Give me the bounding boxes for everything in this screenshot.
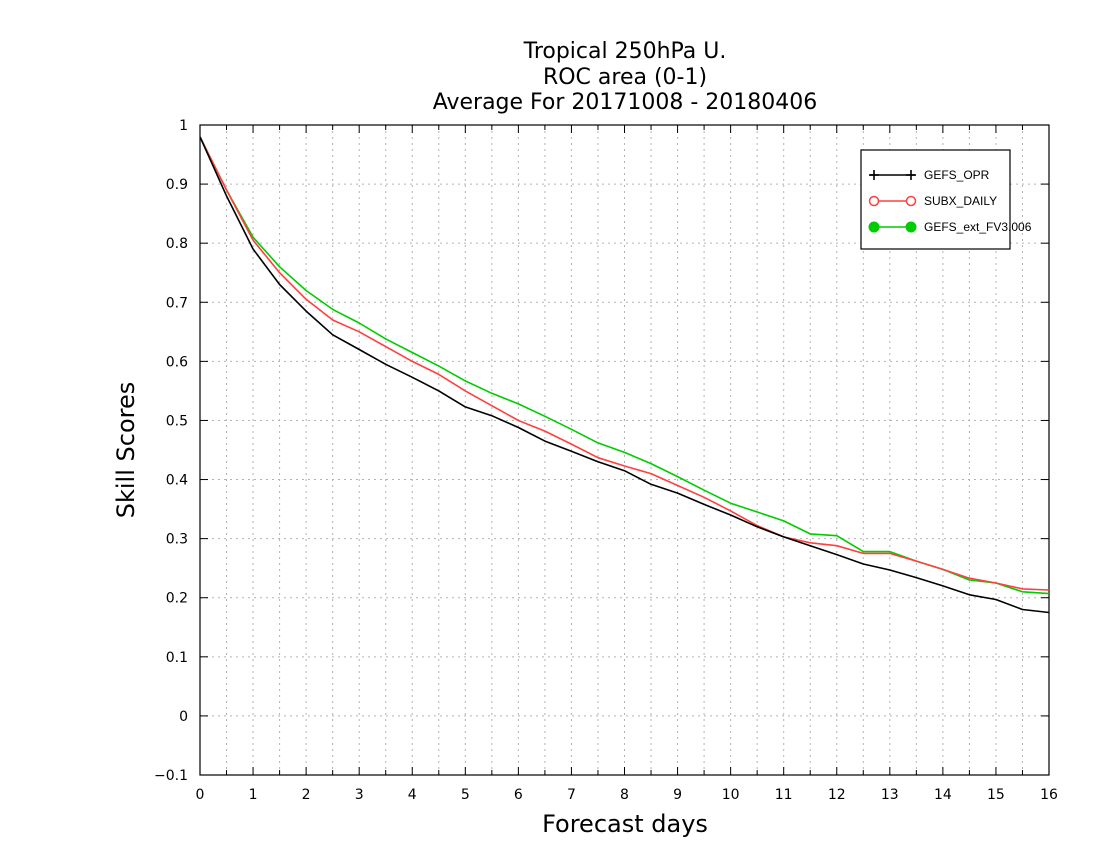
- legend-label: GEFS_ext_FV3.006: [924, 220, 1032, 234]
- x-tick-label: 1: [249, 787, 258, 803]
- x-tick-label: 11: [775, 787, 793, 803]
- legend-box: [860, 149, 1011, 250]
- x-tick-label: 9: [673, 787, 682, 803]
- x-tick-label: 3: [355, 787, 364, 803]
- x-tick-label: 12: [828, 787, 846, 803]
- axis-ticks: −0.100.10.20.30.40.50.60.70.80.910 1 2 3 4 5 6…: [154, 118, 1058, 803]
- grid: [200, 125, 1049, 775]
- x-tick-label: 15: [987, 787, 1005, 803]
- y-tick-label: 0.6: [166, 354, 188, 370]
- title-line-1: Tropical 250hPa U.: [523, 39, 727, 64]
- chart-title: Tropical 250hPa U. ROC area (0-1) Averag…: [433, 39, 818, 115]
- y-tick-label: 0.7: [166, 295, 188, 311]
- title-line-3: Average For 20171008 - 20180406: [433, 90, 818, 115]
- y-tick-label: 0.4: [166, 473, 188, 489]
- y-tick-label: 0: [179, 709, 188, 725]
- legend-label: GEFS_OPR: [924, 168, 990, 182]
- x-tick-label: 4: [408, 787, 417, 803]
- x-tick-label: 5: [461, 787, 470, 803]
- series-lines: [199, 136, 1050, 614]
- y-tick-label: 1: [179, 118, 188, 134]
- series-line-subx-daily: [199, 136, 1050, 591]
- y-tick-label: 0.9: [166, 177, 188, 193]
- title-line-2: ROC area (0-1): [543, 65, 707, 90]
- y-tick-label: 0.1: [166, 650, 188, 666]
- series-line-gefs-opr: [199, 136, 1050, 614]
- x-tick-label: 14: [934, 787, 952, 803]
- y-tick-label: 0.2: [166, 591, 188, 607]
- legend-marker-filled-circle: [868, 221, 880, 233]
- legend-marker-open-circle: [868, 195, 880, 207]
- x-tick-label: 0: [196, 787, 205, 803]
- y-tick-label: −0.1: [154, 768, 188, 784]
- y-tick-label: 0.8: [166, 236, 188, 252]
- x-tick-label: 10: [722, 787, 740, 803]
- x-tick-label: 6: [514, 787, 523, 803]
- x-tick-label: 13: [881, 787, 899, 803]
- y-tick-label: 0.3: [166, 532, 188, 548]
- x-tick-label: 7: [567, 787, 576, 803]
- legend: GEFS_OPR SUBX_DAILY GEFS_ext_FV3.006: [860, 149, 1032, 250]
- x-tick-label: 2: [302, 787, 311, 803]
- y-tick-label: 0.5: [166, 413, 188, 429]
- legend-label: SUBX_DAILY: [924, 194, 997, 208]
- legend-marker-open-circle: [905, 195, 917, 207]
- legend-marker-filled-circle: [905, 221, 917, 233]
- y-axis-label: Skill Scores: [112, 382, 140, 519]
- x-axis-label: Forecast days: [542, 810, 708, 838]
- x-tick-label: 16: [1040, 787, 1058, 803]
- x-tick-label: 8: [620, 787, 629, 803]
